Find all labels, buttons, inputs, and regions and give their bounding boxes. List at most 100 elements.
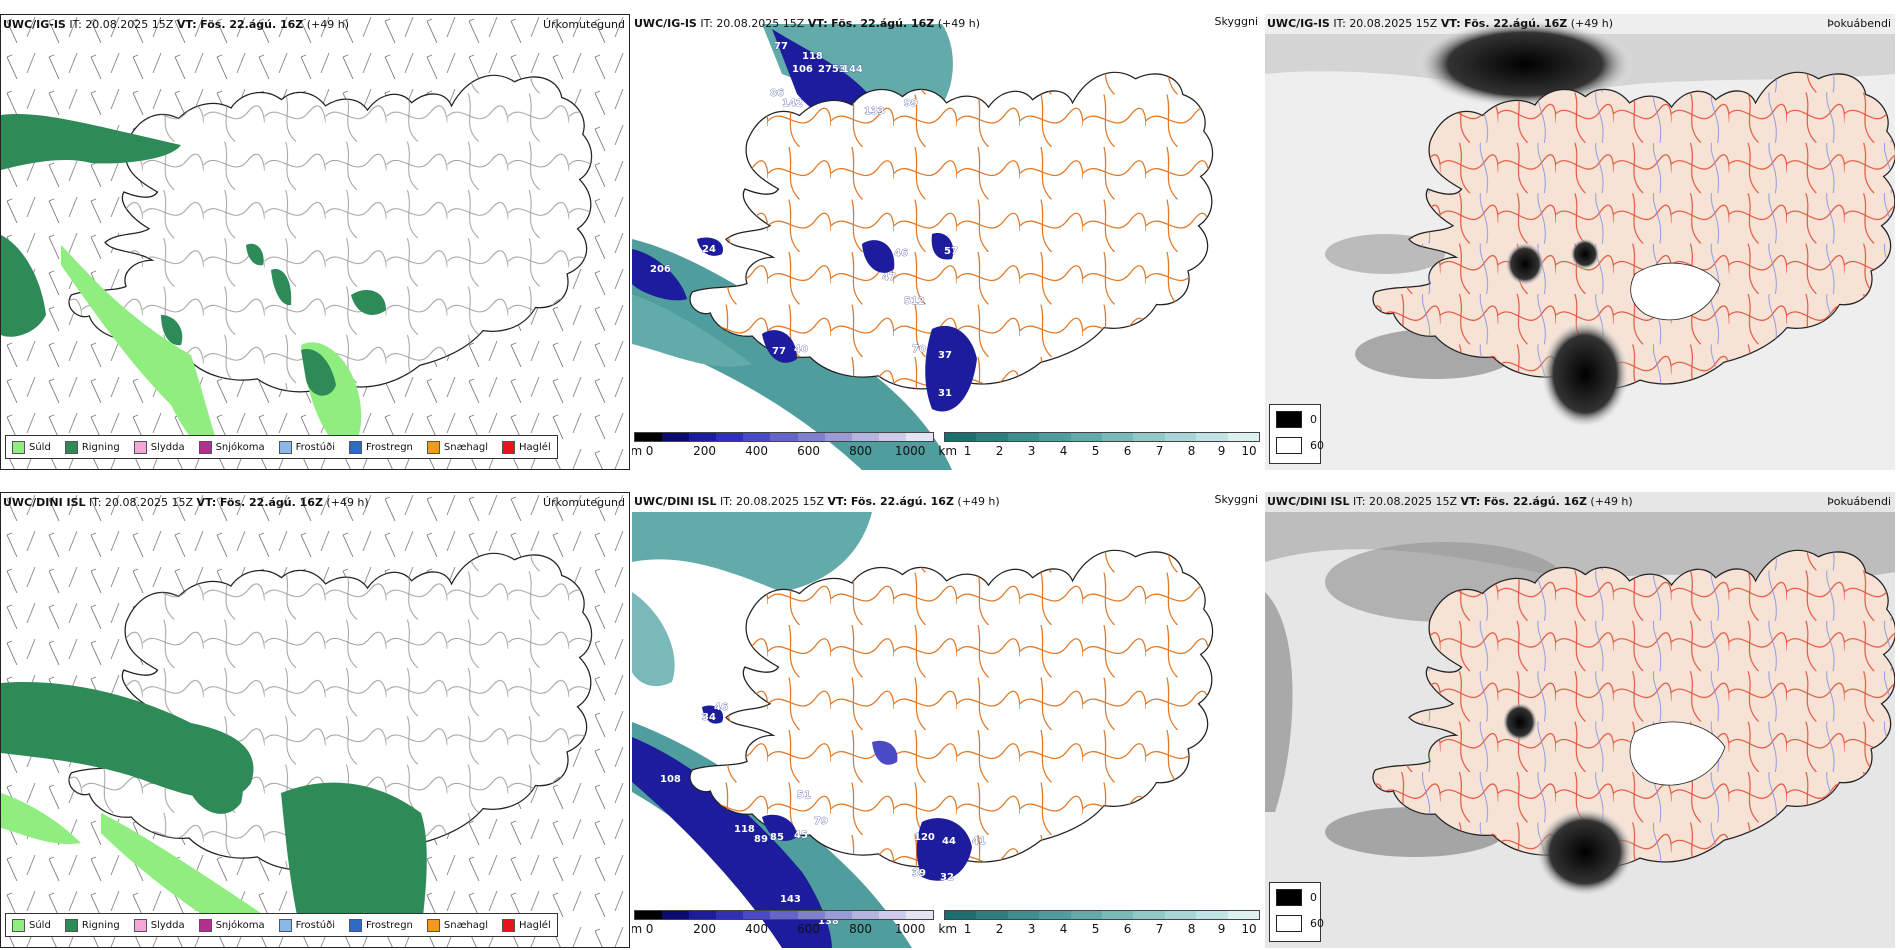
- fog-legend-low: 0: [1276, 411, 1317, 428]
- legend-entry: Frostúði: [278, 918, 335, 932]
- legend-entry: Frostregn: [349, 440, 413, 454]
- legend-entry: Snæhagl: [426, 918, 488, 932]
- swatch: [133, 440, 147, 454]
- svg-text:120: 120: [914, 832, 935, 843]
- tick-label: 800: [849, 444, 873, 458]
- tick-label: 8: [1187, 922, 1196, 936]
- parameter-title: Skyggni: [1214, 15, 1258, 28]
- svg-text:39: 39: [912, 868, 926, 879]
- tick-label: 1: [963, 922, 972, 936]
- visibility-panel-igis: UWC/IG-IS IT: 20.08.2025 15Z VT: Fös. 22…: [632, 14, 1262, 470]
- parameter-title: Úrkomutegund: [543, 496, 625, 509]
- svg-text:77: 77: [772, 346, 786, 357]
- legend-entry: Haglél: [502, 440, 551, 454]
- fog-index-panel-dini: UWC/DINI ISL IT: 20.08.2025 15Z VT: Fös.…: [1265, 492, 1895, 948]
- tick-label: 10: [1241, 444, 1257, 458]
- visibility-ticks: km 1 2 3 4 5 6 7 8 9 10: [938, 920, 1260, 936]
- swatch: [426, 918, 440, 932]
- svg-text:24: 24: [702, 244, 716, 255]
- svg-text:44: 44: [942, 836, 956, 847]
- tick-label: 200: [693, 444, 717, 458]
- tick-label: 4: [1059, 444, 1068, 458]
- svg-text:99: 99: [904, 98, 918, 109]
- tick-label: 400: [745, 444, 769, 458]
- svg-text:2753: 2753: [818, 64, 846, 75]
- fog-legend: 0 60: [1269, 882, 1324, 942]
- svg-text:118: 118: [802, 51, 823, 62]
- ceiling-colorbar: m 0 200 400 600 800 1000: [632, 432, 934, 462]
- tick-label: 3: [1027, 444, 1036, 458]
- panel-header: UWC/DINI ISL IT: 20.08.2025 15Z VT: Fös.…: [634, 495, 1000, 508]
- svg-text:118: 118: [734, 824, 755, 835]
- parameter-title: Skyggni: [1214, 493, 1258, 506]
- parameter-title: Þokuábendi: [1827, 17, 1891, 30]
- ceiling-strip: [634, 432, 934, 442]
- fog-map: [1265, 492, 1895, 948]
- panel-header: UWC/DINI ISL IT: 20.08.2025 15Z VT: Fös.…: [1267, 495, 1633, 508]
- svg-text:46: 46: [714, 702, 728, 713]
- svg-text:138: 138: [818, 916, 839, 927]
- svg-text:106: 106: [792, 64, 813, 75]
- svg-text:143: 143: [780, 894, 801, 905]
- legend-entry: Snjókoma: [198, 440, 265, 454]
- tick-label: 0: [645, 444, 654, 458]
- svg-text:51: 51: [797, 790, 811, 801]
- swatch: [133, 918, 147, 932]
- swatch: [198, 440, 212, 454]
- svg-text:57: 57: [944, 246, 958, 257]
- visibility-unit: km: [938, 444, 958, 458]
- visibility-panel-dini: UWC/DINI ISL IT: 20.08.2025 15Z VT: Fös.…: [632, 492, 1262, 948]
- fog-legend-high: 60: [1276, 915, 1324, 932]
- panel-header: UWC/IG-IS IT: 20.08.2025 15Z VT: Fös. 22…: [634, 17, 981, 30]
- svg-text:86: 86: [770, 88, 784, 99]
- svg-text:142: 142: [782, 98, 803, 109]
- swatch: [1276, 411, 1302, 428]
- legend-entry: Haglél: [502, 918, 551, 932]
- fog-legend-low: 0: [1276, 889, 1317, 906]
- svg-text:206: 206: [650, 264, 671, 275]
- fog-legend: 0 60: [1269, 404, 1324, 464]
- legend-entry: Frostregn: [349, 918, 413, 932]
- swatch: [349, 918, 362, 932]
- svg-text:512: 512: [904, 296, 925, 307]
- visibility-strip: [944, 432, 1260, 442]
- tick-label: 4: [1059, 922, 1068, 936]
- precip-type-panel-igis: UWC/IG-IS IT: 20.08.2025 15Z VT: Fös. 22…: [0, 14, 630, 470]
- svg-text:47: 47: [882, 272, 896, 283]
- visibility-unit: km: [938, 922, 958, 936]
- tick-label: 1000: [894, 444, 926, 458]
- panel-header: UWC/IG-IS IT: 20.08.2025 15Z VT: Fös. 22…: [1267, 17, 1614, 30]
- swatch: [12, 440, 25, 454]
- swatch: [198, 918, 212, 932]
- svg-text:40: 40: [794, 344, 808, 355]
- tick-label: 9: [1217, 444, 1226, 458]
- svg-text:133: 133: [864, 106, 885, 117]
- tick-label: 200: [693, 922, 717, 936]
- legend-entry: Snæhagl: [426, 440, 488, 454]
- svg-text:46: 46: [894, 248, 908, 259]
- precip-map: [1, 15, 629, 469]
- tick-label: 600: [797, 444, 821, 458]
- ceiling-ticks: m 0 200 400 600 800 1000: [632, 920, 934, 936]
- svg-text:70: 70: [912, 344, 926, 355]
- svg-text:34: 34: [702, 712, 716, 723]
- ceiling-unit: m: [632, 444, 643, 458]
- tick-label: 5: [1091, 444, 1100, 458]
- swatch: [1276, 889, 1302, 906]
- visibility-ticks: km 1 2 3 4 5 6 7 8 9 10: [938, 442, 1260, 458]
- legend-entry: Frostúði: [278, 440, 335, 454]
- fog-index-panel-igis: UWC/IG-IS IT: 20.08.2025 15Z VT: Fös. 22…: [1265, 14, 1895, 470]
- swatch: [426, 440, 440, 454]
- ceiling-colorbar: m 0 200 400 600 800 1000: [632, 910, 934, 940]
- tick-label: 10: [1241, 922, 1257, 936]
- legend-entry: Súld: [12, 440, 51, 454]
- tick-label: 6: [1123, 444, 1132, 458]
- precip-map: [1, 493, 629, 947]
- visibility-strip: [944, 910, 1260, 920]
- tick-label: 6: [1123, 922, 1132, 936]
- svg-text:41: 41: [972, 836, 986, 847]
- precip-type-panel-dini: UWC/DINI ISL IT: 20.08.2025 15Z VT: Fös.…: [0, 492, 630, 948]
- precip-type-legend: Súld Rigning Slydda Snjókoma Frostúði Fr…: [5, 435, 558, 459]
